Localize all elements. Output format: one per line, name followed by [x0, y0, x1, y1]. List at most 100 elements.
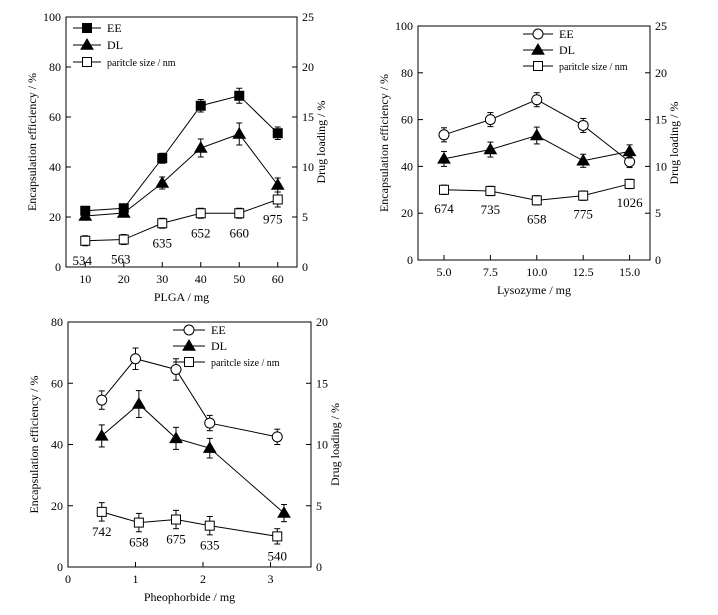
y-tick-label: 60 [51, 376, 63, 390]
chart-3: 0 1 2 3 0 20 40 60 80 0 5 10 15 20 Pheophorbide / mg En… [27, 315, 342, 604]
y2-tick-label: 10 [655, 159, 667, 173]
legend-label: DL [559, 43, 575, 57]
data-point [96, 506, 107, 517]
data-point [170, 363, 182, 375]
y-tick-label: 80 [49, 60, 61, 74]
y-tick-label: 60 [49, 110, 61, 124]
legend-label: paritcle size / nm [211, 358, 280, 369]
size-annotation: 742 [92, 524, 112, 539]
data-point [157, 218, 168, 229]
legend-marker [182, 339, 196, 351]
x-tick-label: 5.0 [436, 265, 451, 279]
series-paritcle [96, 502, 283, 545]
legend-label: EE [211, 323, 226, 337]
y-tick-label: 60 [401, 113, 413, 127]
y-tick-label: 20 [401, 206, 413, 220]
data-point [483, 142, 498, 155]
y-tick-label: 80 [401, 66, 413, 80]
y2-tick-label: 15 [316, 376, 328, 390]
size-annotation: 660 [230, 225, 250, 240]
x-tick-label: 2 [200, 572, 206, 586]
data-point [277, 506, 291, 518]
data-point [531, 94, 543, 106]
data-point [132, 397, 146, 409]
size-annotation: 635 [153, 235, 173, 250]
series-line [85, 133, 279, 217]
legend-label: EE [559, 27, 574, 41]
y-tick-label: 0 [57, 560, 63, 574]
data-point [133, 517, 144, 528]
size-annotation: 975 [263, 212, 283, 227]
data-point [437, 151, 451, 164]
plot-frame [417, 25, 651, 261]
data-point [272, 128, 283, 139]
y2-tick-label: 10 [316, 438, 328, 452]
series-ee [96, 347, 283, 445]
data-point [271, 431, 283, 443]
x-tick-label: 50 [233, 272, 245, 286]
x-tick-label: 10.0 [526, 265, 547, 279]
plot-frame [65, 16, 298, 268]
data-point [118, 234, 129, 245]
y2-tick-label: 15 [302, 110, 314, 124]
size-annotation: 775 [573, 207, 593, 222]
y2-tick-label: 25 [655, 19, 667, 33]
size-annotation: 658 [129, 535, 149, 550]
y-tick-label: 100 [395, 19, 413, 33]
series-paritcle [80, 191, 283, 247]
x-tick-label: 7.5 [483, 265, 498, 279]
legend-marker [533, 61, 543, 71]
legend-marker [82, 57, 92, 67]
series-dl [78, 122, 285, 221]
y2-tick-label: 20 [302, 60, 314, 74]
legend-label: DL [107, 38, 123, 52]
x-tick-label: 10 [79, 272, 91, 286]
data-point [157, 153, 168, 164]
x-tick-label: 1 [133, 572, 139, 586]
data-point [116, 206, 131, 218]
data-point [130, 353, 141, 365]
data-point [576, 153, 591, 166]
legend-marker [532, 28, 544, 40]
series-dl [437, 126, 637, 168]
series-line [101, 511, 278, 537]
y2-tick-label: 15 [655, 113, 667, 127]
x-axis-label: Pheophorbide / mg [144, 590, 235, 604]
data-point [193, 141, 208, 153]
x-tick-label: 12.5 [573, 265, 594, 279]
y2-tick-label: 0 [655, 253, 661, 267]
x-tick-label: 40 [195, 272, 207, 286]
chart-1: 10 20 30 40 50 60 0 20 40 60 80 100 0 5 10 15 20 25 PLGA /… [25, 10, 328, 304]
size-annotation: 675 [166, 532, 186, 547]
size-annotation: 658 [527, 211, 547, 226]
data-point [234, 90, 245, 101]
y2-tick-label: 25 [302, 10, 314, 24]
data-point [485, 185, 496, 196]
y-tick-label: 100 [43, 10, 61, 24]
data-point [204, 417, 216, 429]
y-tick-label: 40 [401, 159, 413, 173]
y-tick-label: 0 [55, 260, 61, 274]
data-point [272, 194, 283, 205]
data-point [272, 531, 283, 542]
data-point [624, 178, 635, 189]
legend: EE DL paritcle size / nm [523, 27, 628, 73]
x-tick-label: 3 [268, 572, 274, 586]
x-tick-label: 60 [272, 272, 284, 286]
data-point [94, 428, 109, 441]
data-point [578, 190, 589, 201]
x-axis-label: Lysozyme / mg [497, 283, 571, 297]
legend-label: DL [211, 339, 227, 353]
y2-axis-label: Drug loading / % [667, 102, 681, 185]
y2-tick-label: 0 [316, 560, 322, 574]
size-annotation: 652 [191, 225, 211, 240]
size-annotation: 635 [200, 538, 220, 553]
data-point [232, 127, 247, 139]
data-point [531, 195, 542, 206]
x-axis-label: PLGA / mg [154, 290, 209, 304]
y2-tick-label: 5 [302, 210, 308, 224]
y2-axis-label: Drug loading / % [314, 101, 328, 184]
data-point [96, 394, 108, 406]
series-line [85, 95, 279, 212]
